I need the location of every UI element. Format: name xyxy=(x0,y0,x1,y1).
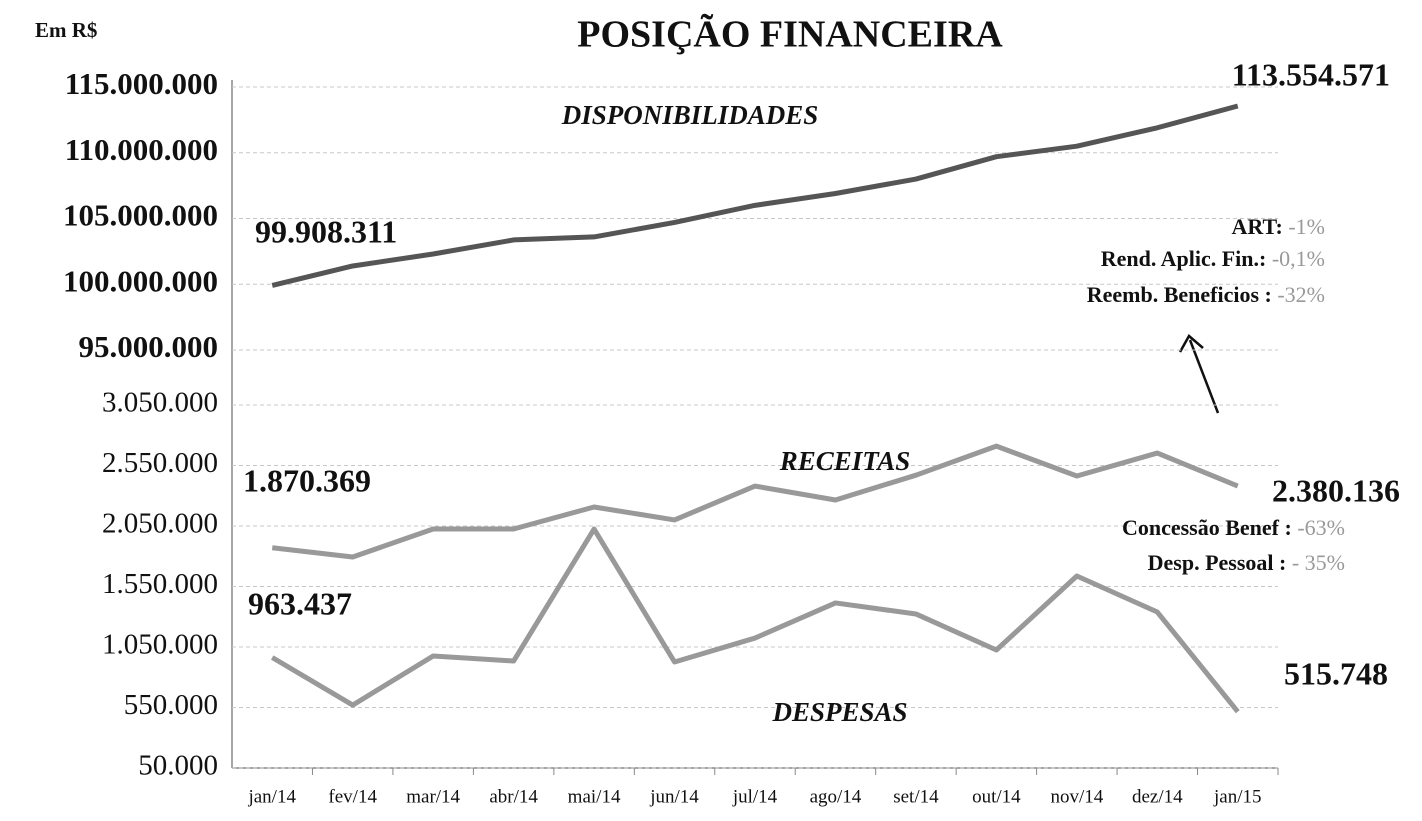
series-line xyxy=(270,526,1240,714)
x-tick-label: fev/14 xyxy=(328,786,377,807)
series-name: DISPONIBILIDADES xyxy=(561,100,819,130)
y-tick-label: 550.000 xyxy=(124,689,218,721)
y-tick-label: 95.000.000 xyxy=(79,329,219,364)
annotation-value: -1% xyxy=(1288,214,1325,239)
series-name: DESPESAS xyxy=(771,697,907,727)
y-tick-label: 110.000.000 xyxy=(65,132,218,167)
y-tick-label: 50.000 xyxy=(138,750,218,782)
annotation-label: Desp. Pessoal : xyxy=(1148,550,1287,575)
x-tick-label: out/14 xyxy=(972,786,1021,807)
data-label: 963.437 xyxy=(248,585,352,621)
annotation-label: Rend. Aplic. Fin.: xyxy=(1101,246,1267,271)
annotation: ART: -1% xyxy=(1231,214,1325,239)
x-tick-label: mai/14 xyxy=(568,786,621,807)
data-label: 1.870.369 xyxy=(243,462,371,498)
x-tick-label: set/14 xyxy=(893,786,939,807)
y-tick-label: 100.000.000 xyxy=(63,263,218,298)
annotation: Concessão Benef : -63% xyxy=(1122,515,1345,540)
x-tick-label: jul/14 xyxy=(732,786,778,807)
annotation-value: -63% xyxy=(1297,515,1345,540)
annotation: Desp. Pessoal : - 35% xyxy=(1148,550,1345,575)
y-tick-label: 1.050.000 xyxy=(102,629,218,661)
x-tick-label: jan/14 xyxy=(247,786,296,807)
x-tick-label: mar/14 xyxy=(406,786,460,807)
chart-title: POSIÇÃO FINANCEIRA xyxy=(577,14,1003,56)
annotation: Reemb. Beneficios : -32% xyxy=(1087,282,1325,307)
y-tick-label: 2.550.000 xyxy=(102,447,218,479)
data-label: 515.748 xyxy=(1284,655,1388,691)
annotation-value: -0,1% xyxy=(1272,246,1325,271)
annotation-value: - 35% xyxy=(1292,550,1345,575)
y-tick-label: 1.550.000 xyxy=(102,568,218,600)
data-label: 99.908.311 xyxy=(255,213,397,249)
data-label: 2.380.136 xyxy=(1272,472,1400,508)
y-tick-label: 3.050.000 xyxy=(102,387,218,419)
series-line xyxy=(271,103,1239,288)
x-tick-label: jun/14 xyxy=(649,786,699,807)
x-tick-label: ago/14 xyxy=(810,786,862,807)
x-tick-label: dez/14 xyxy=(1132,786,1183,807)
y-tick-label: 2.050.000 xyxy=(102,508,218,540)
x-tick-label: jan/15 xyxy=(1213,786,1262,807)
annotation-label: Concessão Benef : xyxy=(1122,515,1292,540)
annotation-value: -32% xyxy=(1277,282,1325,307)
annotation: Rend. Aplic. Fin.: -0,1% xyxy=(1101,246,1325,271)
y-tick-label: 115.000.000 xyxy=(65,66,218,101)
x-tick-label: abr/14 xyxy=(489,786,538,807)
data-label: 113.554.571 xyxy=(1232,56,1390,92)
arrow-head xyxy=(1178,334,1204,353)
y-tick-label: 105.000.000 xyxy=(63,198,218,233)
annotation-label: Reemb. Beneficios : xyxy=(1087,282,1272,307)
series-line xyxy=(271,443,1239,560)
series-name: RECEITAS xyxy=(779,446,911,476)
x-tick-label: nov/14 xyxy=(1050,786,1103,807)
unit-label: Em R$ xyxy=(35,18,97,42)
annotation-label: ART: xyxy=(1231,214,1282,239)
arrow xyxy=(1188,339,1220,414)
